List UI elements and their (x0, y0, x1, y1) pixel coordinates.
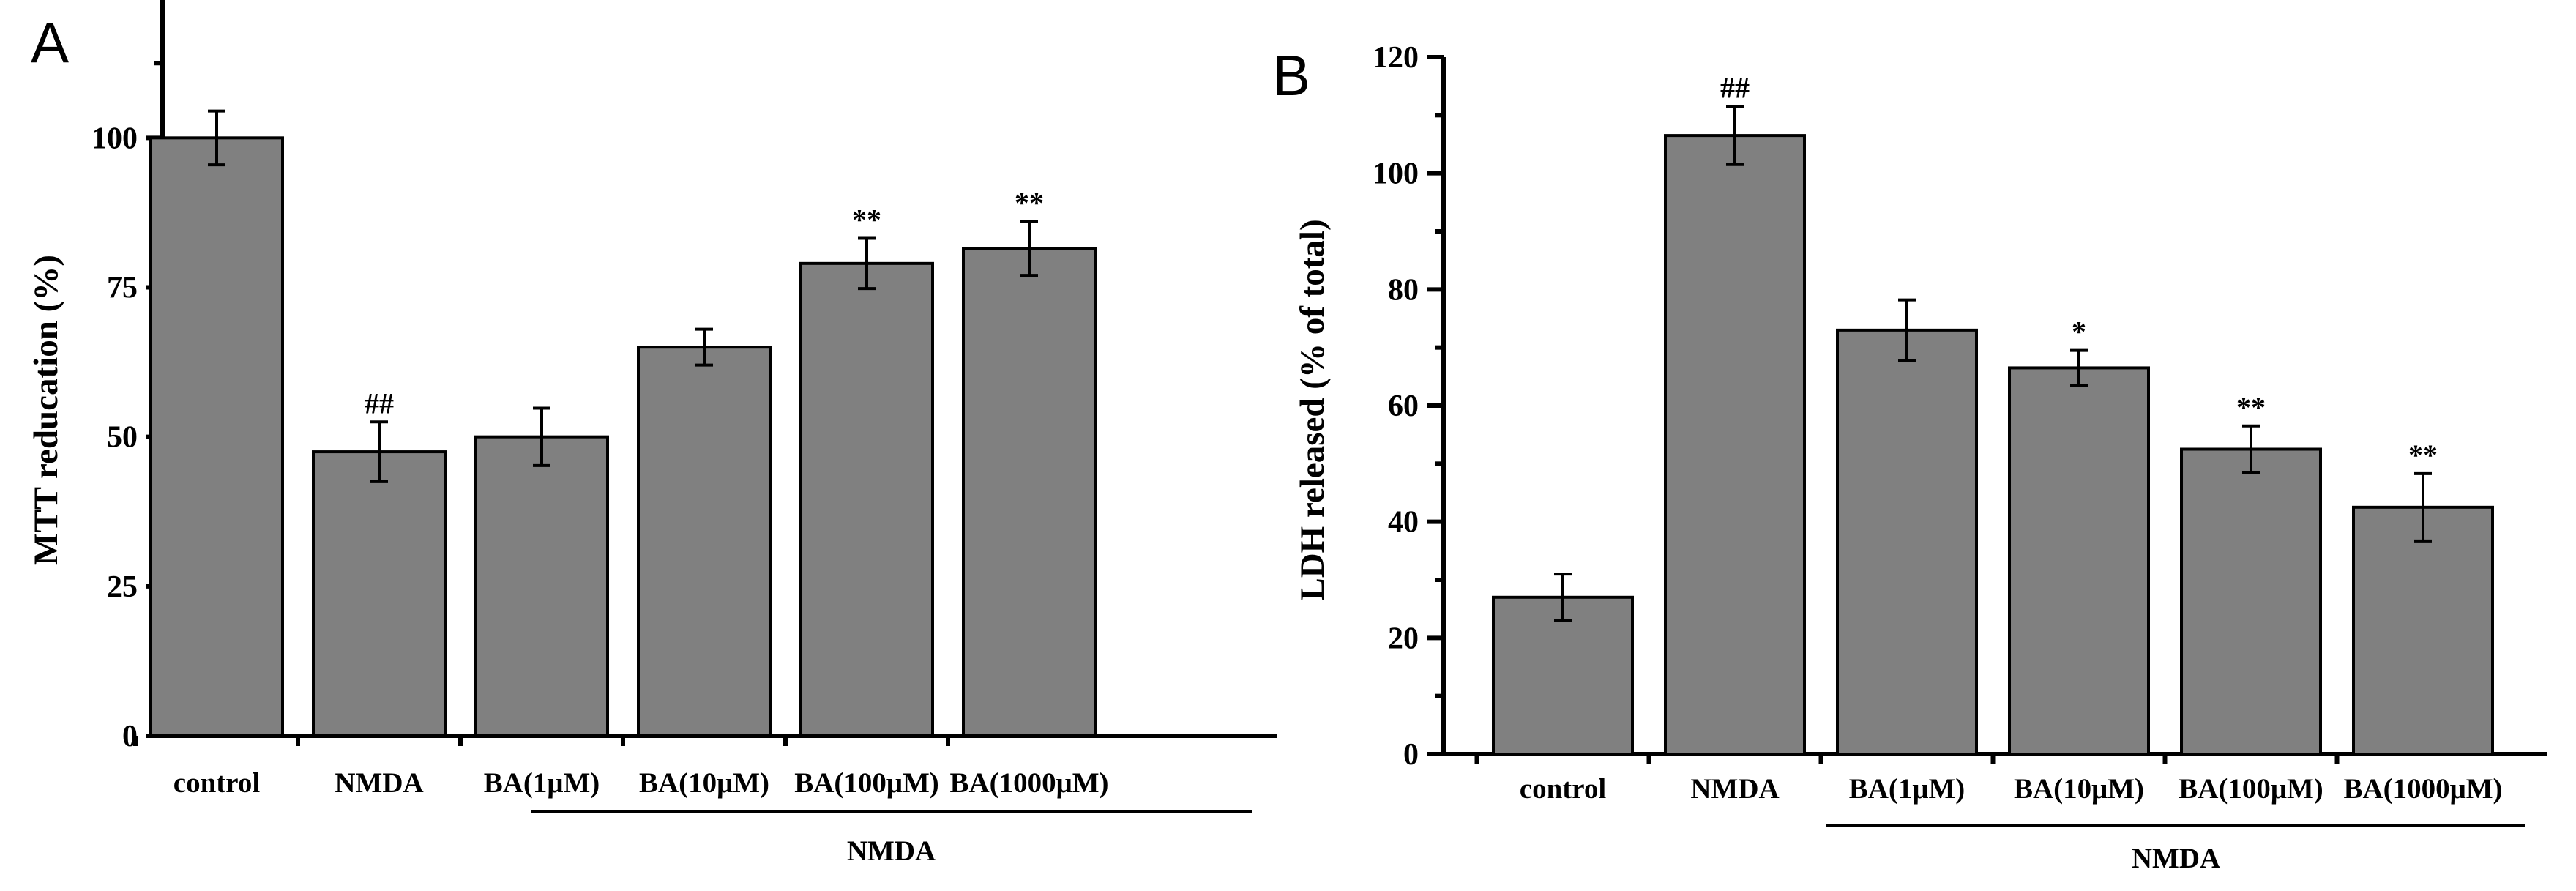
category-label: NMDA (335, 767, 423, 799)
bar-ba-100-m (2180, 447, 2322, 756)
category-label: NMDA (1690, 773, 1779, 805)
category-label: BA(10μM) (2014, 773, 2144, 805)
category-label: BA(100μM) (794, 767, 939, 799)
y-tick-label: 120 (1373, 41, 1419, 75)
y-tick-label: 25 (107, 570, 138, 604)
bar-ba-1000-m (962, 247, 1097, 737)
significance-marker: * (2072, 316, 2086, 348)
y-tick-label: 60 (1388, 389, 1419, 423)
category-label: BA(1000μM) (949, 767, 1108, 799)
y-tick-label: 40 (1388, 506, 1419, 540)
category-label: control (173, 767, 261, 799)
y-tick-label: 100 (1373, 157, 1419, 191)
bar-nmda (1664, 134, 1806, 756)
category-label: BA(10μM) (639, 767, 769, 799)
y-axis-label: LDH released (% of total) (1293, 219, 1332, 600)
significance-marker: ** (852, 204, 881, 236)
bar-ba-1-m (1836, 328, 1978, 756)
y-tick-label: 100 (92, 122, 138, 155)
category-label: BA(1000μM) (2343, 773, 2502, 805)
category-label: BA(100μM) (2179, 773, 2323, 805)
y-tick-label: 0 (1403, 738, 1419, 772)
significance-marker: ** (2236, 391, 2266, 424)
significance-marker: ** (2408, 439, 2438, 471)
group-label: NMDA (847, 835, 936, 867)
bar-ba-1-m (474, 435, 609, 738)
panel-b-letter: B (1272, 43, 1310, 108)
group-label: NMDA (2132, 843, 2220, 874)
category-label: control (1520, 773, 1607, 805)
panel-a-letter: A (31, 10, 69, 75)
y-tick-label: 75 (107, 272, 138, 305)
chart-b: 0 20 40 60 80 100 120 control ## NMDA BA(1μM) * BA(1… (1293, 41, 2547, 874)
bar-ba-10-m (637, 346, 772, 737)
significance-marker: ## (1720, 71, 1750, 104)
bar-control (149, 136, 284, 738)
bar-ba-1000-m (2352, 505, 2494, 756)
bar-nmda (312, 450, 447, 737)
y-tick-label: 50 (107, 421, 138, 455)
y-axis-label: MTT reducation (%) (27, 255, 65, 565)
y-tick-label: 80 (1388, 273, 1419, 307)
category-label: BA(1μM) (1849, 773, 1965, 805)
bar-ba-100-m (799, 261, 934, 738)
y-tick-label: 20 (1388, 622, 1419, 655)
bar-ba-10-m (2008, 366, 2150, 756)
significance-marker: ## (365, 387, 394, 420)
significance-marker: ** (1015, 187, 1044, 220)
category-label: BA(1μM) (484, 767, 600, 799)
